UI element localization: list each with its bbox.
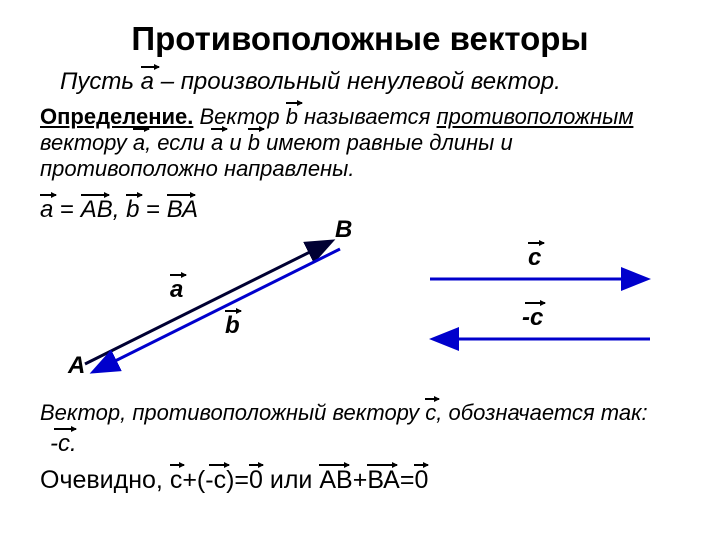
fin-eq: =: [400, 466, 415, 494]
label-c-top: с: [528, 244, 541, 272]
eq-b: b: [126, 196, 139, 223]
def-vec-a3: а: [211, 130, 223, 155]
def-opposite: противоположным: [437, 104, 634, 129]
slide-title: Противоположные векторы: [0, 0, 720, 58]
label-c-bot: -с: [522, 304, 543, 332]
def-vec-b: b: [286, 104, 298, 129]
def-p4: , если: [145, 130, 211, 155]
final-line: Очевидно, с+(-с)=0 или АВ+ВА=0: [0, 458, 720, 495]
point-a-label: А: [68, 352, 85, 380]
definition-block: Определение. Вектор b называется противо…: [0, 96, 720, 182]
minus-c-text: -с.: [50, 430, 77, 457]
bot-p2: , обозначается так:: [436, 400, 647, 425]
fin-ab: АВ: [319, 466, 352, 494]
intro-prefix: Пусть: [60, 68, 141, 95]
fin-c2: -с: [205, 466, 226, 494]
vector-diagram: А В а b с -с: [0, 224, 720, 394]
fin-z2: 0: [414, 466, 428, 494]
eq-ab: АВ: [81, 196, 113, 223]
minus-c-line: -с.: [0, 426, 720, 458]
label-a: а: [170, 276, 183, 304]
equation-line: а = АВ, b = ВА: [0, 182, 720, 224]
fin-c1: с: [170, 466, 183, 494]
fin-z1: 0: [249, 466, 263, 494]
eq-ba: ВА: [167, 196, 198, 223]
fin-p2: )=: [226, 466, 249, 494]
fin-ba: ВА: [367, 466, 400, 494]
definition-label: Определение.: [40, 104, 193, 129]
fin-or: или: [263, 466, 319, 494]
fin-p1: Очевидно,: [40, 466, 170, 494]
intro-line: Пусть а – произвольный ненулевой вектор.: [0, 58, 720, 96]
eq-a: а: [40, 196, 53, 223]
fin-plus2: +: [353, 466, 368, 494]
def-p1: Вектор: [193, 104, 285, 129]
point-b-label: В: [335, 216, 352, 244]
fin-plus: +(: [182, 466, 205, 494]
label-b: b: [225, 312, 240, 340]
def-p5: и: [223, 130, 247, 155]
bot-c: с: [425, 400, 436, 425]
def-vec-b2: b: [248, 130, 260, 155]
bot-p1: Вектор, противоположный вектору: [40, 400, 425, 425]
diagram-svg: [0, 224, 720, 394]
intro-suffix: – произвольный ненулевой вектор.: [154, 68, 561, 95]
bottom-sentence: Вектор, противоположный вектору с, обозн…: [0, 394, 720, 426]
def-p3: вектору: [40, 130, 133, 155]
def-vec-a2: а: [133, 130, 145, 155]
def-p2: называется: [298, 104, 437, 129]
intro-vec-a: а: [141, 68, 154, 95]
